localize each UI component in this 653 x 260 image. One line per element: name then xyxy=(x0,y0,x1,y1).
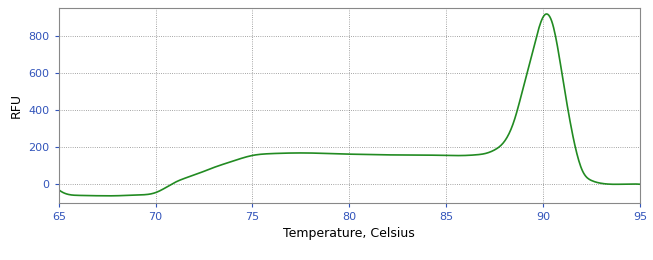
Y-axis label: RFU: RFU xyxy=(10,93,23,118)
X-axis label: Temperature, Celsius: Temperature, Celsius xyxy=(283,228,415,240)
